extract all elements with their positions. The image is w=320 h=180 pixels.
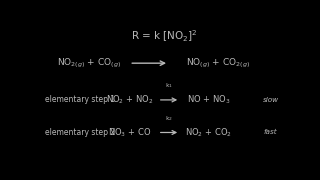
Text: k$_2$: k$_2$ <box>165 114 173 123</box>
Text: NO$_2$ + NO$_2$: NO$_2$ + NO$_2$ <box>106 94 153 106</box>
Text: elementary step 1: elementary step 1 <box>45 95 115 104</box>
Text: NO$_3$ + CO: NO$_3$ + CO <box>108 126 151 139</box>
Text: NO + NO$_3$: NO + NO$_3$ <box>187 94 230 106</box>
Text: NO$_{2(g)}$ + CO$_{(g)}$: NO$_{2(g)}$ + CO$_{(g)}$ <box>58 57 122 70</box>
Text: fast: fast <box>263 129 277 136</box>
Text: elementary step 2: elementary step 2 <box>45 128 115 137</box>
Text: R = k [NO$_2$]$^2$: R = k [NO$_2$]$^2$ <box>131 28 197 44</box>
Text: slow: slow <box>263 97 279 103</box>
Text: NO$_2$ + CO$_2$: NO$_2$ + CO$_2$ <box>185 126 232 139</box>
Text: NO$_{(g)}$ + CO$_{2(g)}$: NO$_{(g)}$ + CO$_{2(g)}$ <box>187 57 251 70</box>
Text: k$_1$: k$_1$ <box>165 81 173 90</box>
